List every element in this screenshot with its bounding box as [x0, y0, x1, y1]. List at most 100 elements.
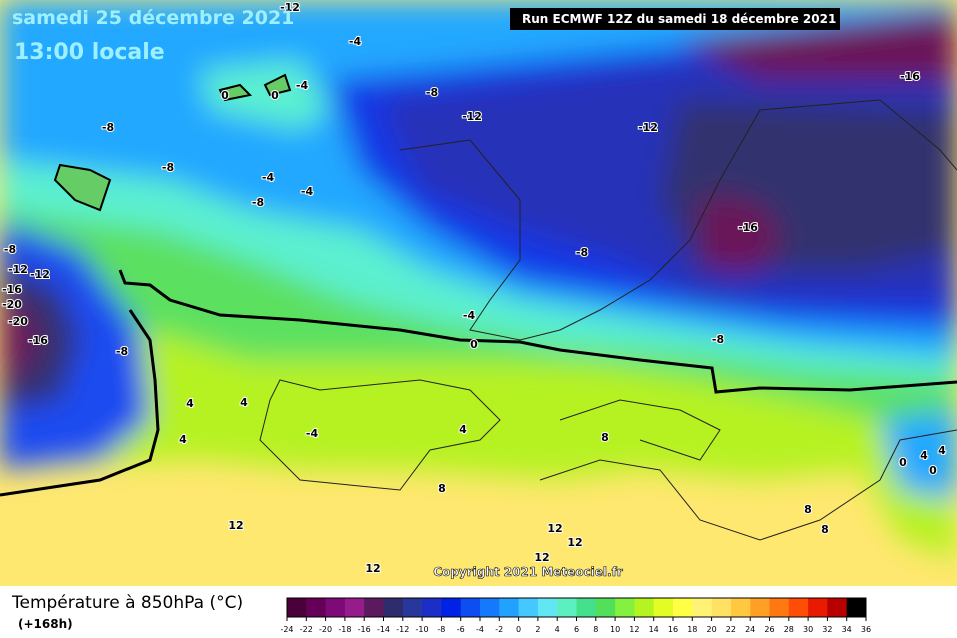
tick-label: 34 — [842, 625, 852, 634]
color-swatch — [402, 598, 423, 617]
tick-label: 36 — [861, 625, 871, 634]
color-swatch — [441, 598, 462, 617]
color-swatch — [788, 598, 809, 617]
contour-label: -12 — [638, 121, 658, 134]
tick-label: -22 — [300, 625, 313, 634]
tick-label: -24 — [280, 625, 293, 634]
color-swatch — [808, 598, 828, 617]
tick-label: 12 — [629, 625, 639, 634]
contour-labels: -12-40 0-4-8-12-12-16-8-8-4-4-8-16-8-8-12… — [1, 0, 947, 576]
legend-title: Température à 850hPa (°C) — [11, 593, 243, 613]
color-swatch — [827, 598, 848, 617]
color-swatch — [383, 598, 404, 617]
tick-label: -12 — [396, 625, 409, 634]
color-swatch — [634, 598, 655, 617]
contour-label: 12 — [547, 522, 562, 535]
run-info: Run ECMWF 12Z du samedi 18 décembre 2021 — [522, 12, 836, 26]
color-swatch — [499, 598, 520, 617]
tick-label: 22 — [726, 625, 736, 634]
contour-label: -4 — [463, 309, 476, 322]
tick-label: 10 — [610, 625, 620, 634]
contour-label: -16 — [28, 334, 48, 347]
tick-label: 0 — [516, 625, 521, 634]
color-swatch — [595, 598, 616, 617]
contour-label: -8 — [4, 243, 16, 256]
lead-time: (+168h) — [18, 617, 73, 631]
tick-label: 4 — [555, 625, 560, 634]
contour-label: 8 — [821, 523, 829, 536]
contour-label: -8 — [426, 86, 438, 99]
tick-label: 8 — [593, 625, 598, 634]
contour-label: 4 — [186, 397, 194, 410]
tick-label: -8 — [437, 625, 445, 634]
contour-label: -8 — [162, 161, 174, 174]
contour-label: -16 — [2, 283, 22, 296]
contour-label: -4 — [262, 171, 275, 184]
tick-label: -10 — [416, 625, 429, 634]
tick-label: -2 — [495, 625, 503, 634]
tick-label: 28 — [784, 625, 794, 634]
tick-label: 6 — [574, 625, 579, 634]
color-swatch — [750, 598, 770, 617]
contour-label: -8 — [712, 333, 724, 346]
color-swatch — [537, 598, 558, 617]
tick-label: 32 — [822, 625, 832, 634]
contour-label: -12 — [8, 263, 28, 276]
contour-label: -4 — [296, 79, 309, 92]
tick-label: -18 — [338, 625, 351, 634]
date-title: samedi 25 décembre 2021 — [12, 7, 294, 29]
contour-label: 8 — [601, 431, 609, 444]
tick-label: 18 — [687, 625, 697, 634]
contour-label: 0 — [899, 456, 907, 469]
color-swatch — [344, 598, 365, 617]
color-swatch — [557, 598, 577, 617]
tick-label: 16 — [668, 625, 678, 634]
tick-label: 2 — [535, 625, 540, 634]
tick-label: 20 — [707, 625, 717, 634]
tick-label: -16 — [358, 625, 371, 634]
contour-label: 4 — [240, 396, 248, 409]
contour-label: -16 — [900, 70, 920, 83]
color-swatch — [480, 598, 500, 617]
contour-label: 12 — [365, 562, 380, 575]
tick-label: -6 — [457, 625, 465, 634]
contour-label: 0 — [929, 464, 937, 477]
contour-label: 12 — [228, 519, 243, 532]
color-swatch — [460, 598, 481, 617]
tick-label: 14 — [649, 625, 659, 634]
copyright: Copyright 2021 Meteociel.fr — [433, 565, 623, 579]
contour-label: 12 — [534, 551, 549, 564]
color-swatch — [692, 598, 713, 617]
tick-label: -14 — [377, 625, 390, 634]
contour-label: 12 — [567, 536, 582, 549]
map: -12-40 0-4-8-12-12-16-8-8-4-4-8-16-8-8-12… — [0, 0, 957, 586]
contour-label: 4 — [920, 449, 928, 462]
color-swatch — [287, 598, 307, 617]
tick-label: 30 — [803, 625, 813, 634]
color-swatch — [518, 598, 539, 617]
contour-label: 8 — [438, 482, 446, 495]
contour-label: -4 — [301, 185, 314, 198]
run-banner — [510, 8, 840, 30]
tick-label: -20 — [319, 625, 332, 634]
color-swatch — [364, 598, 384, 617]
color-swatch — [576, 598, 597, 617]
contour-label: -20 — [2, 298, 22, 311]
contour-label: -20 — [8, 315, 28, 328]
color-swatch — [306, 598, 327, 617]
contour-label: 4 — [459, 423, 467, 436]
color-swatch — [711, 598, 732, 617]
contour-label: 0 — [470, 338, 478, 351]
contour-label: 0 — [221, 89, 229, 102]
colorbar: -24 -22 -20 -18 -16 -14 -12 -10 -8 -6 -4 -2 0 2 4 6 8 10 1… — [280, 597, 871, 634]
contour-label: -16 — [738, 221, 758, 234]
color-swatch — [673, 598, 693, 617]
color-swatch — [730, 598, 751, 617]
color-swatch — [769, 598, 790, 617]
color-swatch — [325, 598, 346, 617]
contour-label: -12 — [30, 268, 50, 281]
tick-label: 24 — [745, 625, 755, 634]
contour-label: -8 — [252, 196, 264, 209]
tick-label: 26 — [764, 625, 774, 634]
